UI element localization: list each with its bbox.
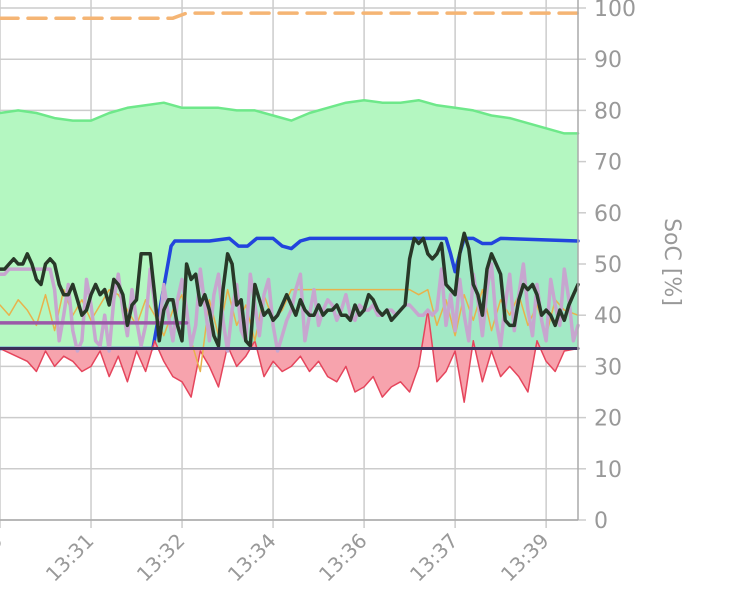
series-line-blue bbox=[0, 236, 580, 351]
x-tick-label: 13:36 bbox=[314, 529, 372, 587]
x-tick-label: 13:34 bbox=[223, 529, 281, 587]
series-line-red bbox=[0, 309, 579, 403]
y-axis-label: SoC [%] bbox=[659, 218, 684, 306]
y-tick-label: 80 bbox=[594, 99, 622, 124]
series-line-lavender bbox=[0, 262, 580, 353]
x-tick-label: 13:39 bbox=[496, 529, 554, 587]
y-tick-label: 20 bbox=[594, 407, 622, 432]
y-tick-label: 10 bbox=[594, 458, 622, 483]
series-line-black bbox=[0, 231, 580, 348]
y-tick-label: 60 bbox=[594, 202, 622, 227]
y-tick-label: 30 bbox=[594, 355, 622, 380]
series-layer bbox=[0, 11, 580, 403]
y-tick-label: 90 bbox=[594, 48, 622, 73]
x-tick-label: 13:32 bbox=[132, 529, 190, 587]
y-tick-label: 40 bbox=[594, 304, 622, 329]
series-line-green bbox=[0, 98, 580, 135]
series-line-orange_dash bbox=[0, 11, 580, 20]
y-tick-label: 70 bbox=[594, 151, 622, 176]
y-tick-label: 100 bbox=[594, 0, 636, 22]
x-tick-label: 13:29 bbox=[0, 529, 8, 587]
series-area-red bbox=[0, 310, 578, 403]
x-tick-label: 13:31 bbox=[41, 529, 99, 587]
y-tick-label: 50 bbox=[594, 253, 622, 278]
y-tick-label: 0 bbox=[594, 509, 608, 534]
x-tick-label: 13:37 bbox=[405, 529, 463, 587]
